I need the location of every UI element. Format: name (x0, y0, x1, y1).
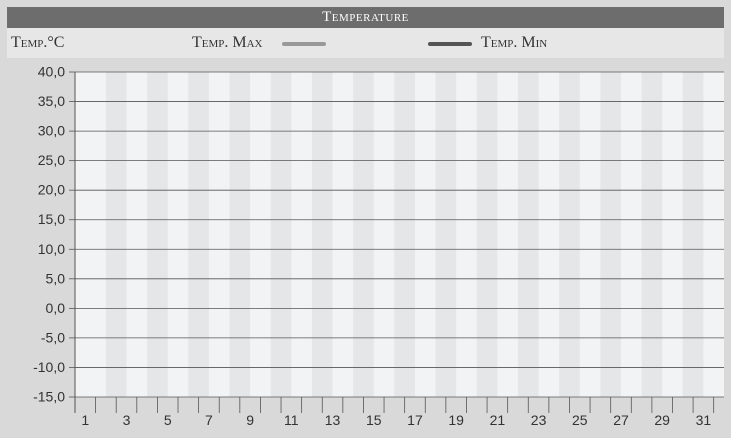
x-tick-label: 23 (531, 412, 547, 428)
y-axis-unit-label: Temp.°C (11, 34, 65, 51)
day-stripe (188, 72, 209, 397)
day-stripe (394, 72, 415, 397)
day-stripe (105, 72, 127, 397)
y-tick-label: -15,0 (33, 389, 65, 405)
day-stripe (229, 72, 251, 397)
x-tick-label: 11 (284, 412, 299, 428)
day-stripe (270, 72, 292, 397)
day-stripe (311, 72, 333, 397)
day-stripe (682, 72, 704, 397)
y-tick-label: 0,0 (46, 300, 66, 316)
day-stripe (353, 72, 374, 397)
x-tick-label: 29 (654, 412, 670, 428)
legend-max-label: Temp. Max (192, 34, 263, 51)
x-tick-label: 7 (205, 412, 213, 428)
x-tick-label: 27 (613, 412, 629, 428)
y-tick-label: -10,0 (33, 359, 65, 375)
legend-bar: Temp.°C Temp. Max Temp. Min (7, 28, 724, 58)
x-tick-label: 5 (164, 412, 172, 428)
day-stripe (641, 72, 663, 397)
x-tick-label: 3 (123, 412, 131, 428)
day-stripe (600, 72, 621, 397)
x-tick-label: 19 (448, 412, 464, 428)
legend-min-swatch (428, 42, 472, 46)
x-tick-label: 1 (81, 412, 89, 428)
day-stripe (435, 72, 457, 397)
y-tick-label: 5,0 (46, 270, 66, 286)
day-stripe (517, 72, 539, 397)
x-tick-label: 15 (366, 412, 382, 428)
y-tick-label: 35,0 (38, 93, 65, 109)
x-tick-label: 21 (490, 412, 506, 428)
legend-min-label: Temp. Min (481, 34, 548, 51)
x-tick-label: 17 (407, 412, 423, 428)
y-tick-label: 15,0 (38, 211, 65, 227)
day-stripe (559, 72, 580, 397)
x-tick-label: 13 (325, 412, 341, 428)
y-tick-label: 25,0 (38, 152, 65, 168)
plot-svg: 40,0 35,0 30,0 25,0 20,0 15,0 10,0 5,0 0,0 -5,0 -1… (33, 64, 724, 428)
y-tick-label: 10,0 (38, 241, 65, 257)
y-tick-label: 40,0 (38, 64, 65, 80)
y-tick-label: 20,0 (38, 182, 65, 198)
plot-container: 40,0 35,0 30,0 25,0 20,0 15,0 10,0 5,0 0,0 -5,0 -1… (7, 58, 724, 432)
day-stripe (476, 72, 498, 397)
day-stripe (147, 72, 168, 397)
x-tick-label: 31 (696, 412, 712, 428)
x-tick-label: 25 (572, 412, 588, 428)
legend-max-swatch (282, 42, 326, 46)
y-tick-label: 30,0 (38, 123, 65, 139)
x-tick-label: 9 (246, 412, 254, 428)
chart-title: Temperature (7, 7, 724, 28)
y-tick-label: -5,0 (41, 329, 65, 345)
